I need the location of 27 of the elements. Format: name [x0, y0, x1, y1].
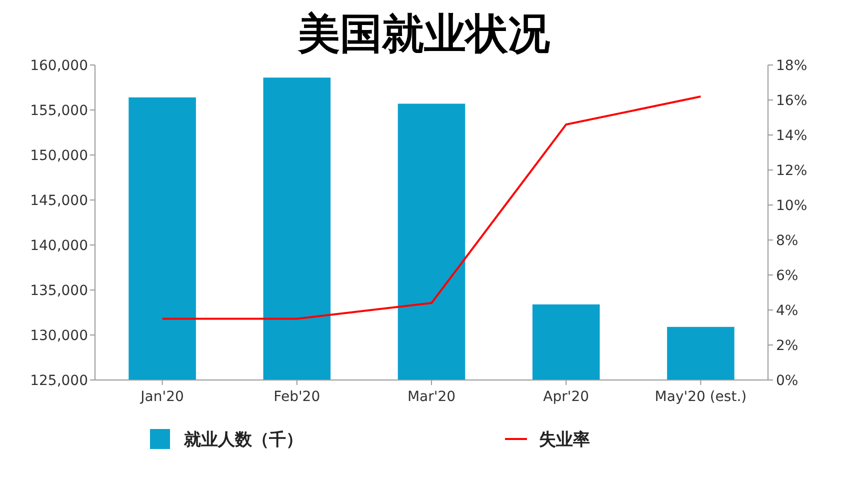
x-tick-label: Apr'20 — [543, 389, 590, 405]
x-tick-label: Mar'20 — [407, 389, 456, 405]
legend-label: 失业率 — [539, 430, 590, 450]
y2-tick-label: 12% — [776, 162, 808, 179]
y2-tick-label: 8% — [776, 232, 798, 249]
y-tick-label: 145,000 — [30, 192, 88, 209]
y-tick-label: 160,000 — [30, 58, 88, 74]
y-tick-label: 155,000 — [30, 102, 88, 119]
x-tick-label: Jan'20 — [140, 389, 184, 405]
y-tick-label: 130,000 — [30, 328, 88, 344]
y2-tick-label: 0% — [776, 372, 798, 389]
y2-tick-label: 6% — [776, 268, 798, 284]
y2-tick-label: 14% — [776, 128, 808, 144]
x-tick-label: Feb'20 — [274, 389, 320, 405]
y-tick-label: 125,000 — [30, 372, 88, 389]
y-tick-label: 150,000 — [30, 148, 88, 164]
chart-title: 美国就业状况 — [297, 9, 550, 58]
y-tick-label: 140,000 — [30, 238, 88, 254]
line-series — [161, 96, 702, 320]
y2-tick-label: 2% — [776, 338, 798, 354]
x-tick-label: May'20 (est.) — [654, 389, 747, 405]
y-tick-label: 135,000 — [30, 282, 88, 299]
y2-tick-label: 16% — [776, 92, 808, 109]
legend-label: 就业人数（千） — [183, 430, 303, 450]
y2-tick-label: 4% — [776, 302, 798, 319]
y2-tick-label: 18% — [776, 58, 808, 74]
y2-tick-label: 10% — [776, 198, 808, 214]
